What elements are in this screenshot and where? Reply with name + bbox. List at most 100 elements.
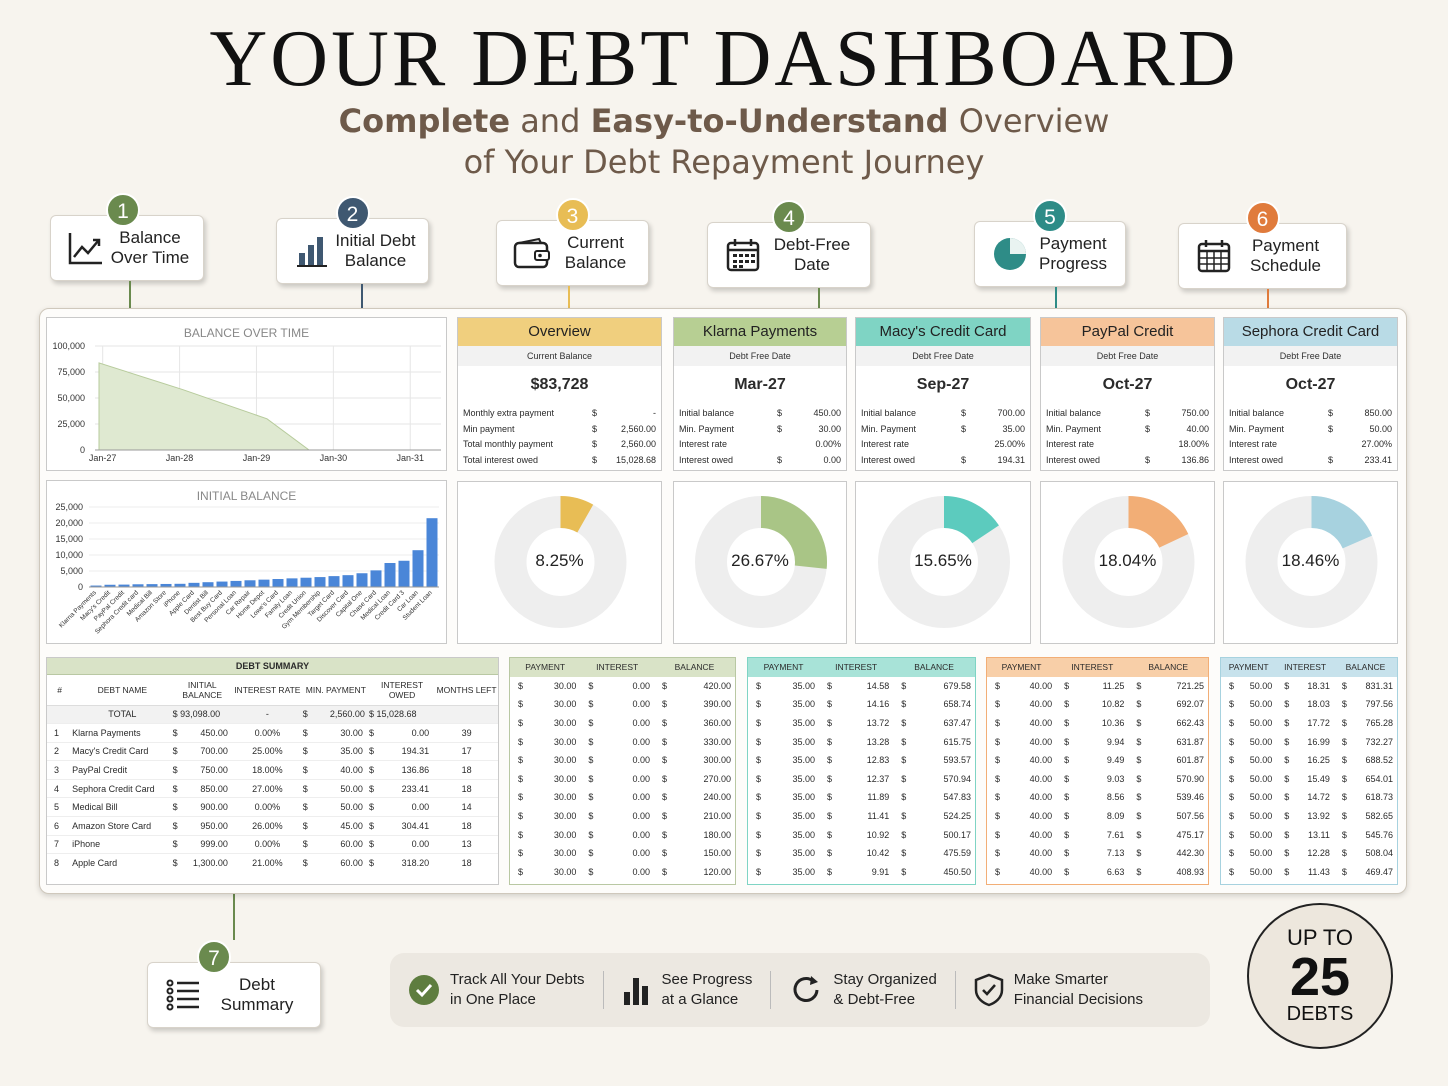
- summary-header-row: # DEBT NAME INITIAL BALANCE INTEREST RATE MI…: [47, 675, 498, 705]
- bar: [216, 581, 228, 587]
- table-row: $50.00 $18.03 $797.56: [1229, 699, 1393, 710]
- debt-card: Sephora Credit Card Debt Free Date Oct-27 I…: [1223, 317, 1398, 471]
- bar: [90, 585, 102, 587]
- bar: [286, 578, 298, 587]
- table-row: $50.00 $18.31 $831.31: [1229, 680, 1393, 691]
- balance-area: [98, 362, 311, 451]
- table-row: $35.00 $13.72 $637.47: [756, 718, 971, 729]
- card-row: Interest rate 27.00%: [1229, 439, 1392, 449]
- card-row: Min. Payment $35.00: [861, 423, 1025, 434]
- card-row: Initial balance $750.00: [1046, 408, 1209, 418]
- y-tick-label: 100,000: [52, 341, 85, 351]
- summary-total-row: TOTAL $ 93,098.00- $2,560.00 $ 15,028.68: [47, 705, 498, 724]
- table-row: $40.00 $10.82 $692.07: [995, 699, 1204, 710]
- table-row: $35.00 $10.42 $475.59: [756, 848, 971, 859]
- bar: [174, 583, 186, 587]
- column-header: PAYMENT: [763, 662, 804, 673]
- table-row: $30.00 $0.00 $150.00: [518, 848, 731, 859]
- progress-percent: 18.04%: [1098, 551, 1157, 570]
- chart-title: BALANCE OVER TIME: [183, 326, 310, 340]
- x-tick-label: Jan-31: [396, 453, 424, 463]
- progress-percent: 18.46%: [1281, 551, 1340, 570]
- payment-progress-donut: 26.67%: [673, 481, 847, 644]
- feature-label: Payment Schedule: [1250, 236, 1321, 275]
- feature-number-5: 5: [1033, 199, 1067, 233]
- table-row: $35.00 $10.92 $500.17: [756, 829, 971, 840]
- bar: [160, 583, 172, 587]
- subtitle-line-2: of Your Debt Repayment Journey: [463, 143, 985, 181]
- card-row: Interest rate 18.00%: [1046, 439, 1209, 449]
- schedule-header-row: PAYMENT INTEREST BALANCE: [748, 658, 975, 677]
- schedule-header-row: PAYMENT INTEREST BALANCE: [987, 658, 1208, 677]
- y-tick-label: 50,000: [57, 393, 85, 403]
- payment-progress-donut: 15.65%: [855, 481, 1031, 644]
- table-row: $40.00 $6.63 $408.93: [995, 866, 1204, 877]
- card-row: Min. Payment $50.00: [1229, 423, 1392, 434]
- bar: [370, 570, 382, 587]
- table-row: 1 Klarna Payments $450.00 0.00% $30.00 $0.00 3…: [47, 723, 498, 743]
- table-row: 5 Medical Bill $900.00 0.00% $50.00 $0.00 14: [47, 797, 498, 817]
- schedule-header-row: PAYMENT INTEREST BALANCE: [510, 658, 735, 677]
- table-row: $30.00 $0.00 $180.00: [518, 829, 731, 840]
- feature-number-2: 2: [335, 196, 370, 230]
- bar: [146, 584, 158, 587]
- bar: [300, 577, 312, 587]
- check-circle-icon: [408, 974, 440, 1006]
- card-row: Initial balance $450.00: [679, 408, 841, 418]
- page-title: YOUR DEBT DASHBOARD: [209, 15, 1239, 103]
- x-tick-label: Jan-29: [243, 453, 271, 463]
- column-header: INTEREST: [596, 662, 639, 673]
- feature-number-3: 3: [555, 198, 590, 232]
- donut-svg: [878, 496, 1010, 628]
- column-header: BALANCE: [674, 662, 715, 673]
- table-row: 6 Amazon Store Card $950.00 26.00% $45.00 $30…: [47, 816, 498, 836]
- card-row: Min payment $2,560.00: [463, 423, 656, 434]
- column-header: INTEREST: [1071, 662, 1114, 673]
- debt-summary-table: DEBT SUMMARY # DEBT NAME INITIAL BALANCE IN…: [46, 657, 499, 885]
- progress-percent: 26.67%: [731, 551, 789, 570]
- card-row: Interest owed $233.41: [1229, 454, 1392, 465]
- bar: [118, 584, 130, 587]
- bar: [342, 575, 354, 587]
- benefit-label: Stay Organized & Debt-Free: [833, 971, 937, 1008]
- column-header: DEBT NAME: [97, 684, 148, 695]
- payment-schedule-table: PAYMENT INTEREST BALANCE $50.00 $18.31 $831.3…: [1220, 657, 1398, 885]
- debt-card: Macy's Credit Card Debt Free Date Sep-27 In…: [855, 317, 1031, 471]
- table-row: $50.00 $13.92 $582.65: [1229, 811, 1393, 822]
- card-header: PayPal Credit: [1041, 318, 1214, 346]
- table-row: $40.00 $7.61 $475.17: [995, 829, 1204, 840]
- bar: [104, 584, 116, 587]
- line-chart-icon: [67, 229, 105, 267]
- card-value: Sep-27: [916, 376, 970, 393]
- column-header: PAYMENT: [1228, 662, 1269, 673]
- card-subtitle: Debt Free Date: [674, 346, 846, 366]
- donut-svg: [695, 496, 827, 628]
- progress-percent: 15.65%: [914, 551, 972, 570]
- donut-progress-arc: [1310, 496, 1373, 550]
- divider: [770, 971, 772, 1009]
- table-row: $50.00 $15.49 $654.01: [1229, 773, 1393, 784]
- feature-label: Initial Debt Balance: [335, 231, 416, 270]
- donut-svg: [494, 496, 627, 628]
- table-row: $50.00 $14.72 $618.73: [1229, 792, 1393, 803]
- table-row: $35.00 $12.83 $593.57: [756, 755, 971, 766]
- card-row: Interest rate 25.00%: [861, 439, 1025, 449]
- y-tick-label: 25,000: [55, 502, 83, 512]
- card-value: Mar-27: [734, 376, 786, 393]
- feature-label: Payment Progress: [1038, 234, 1108, 273]
- refresh-icon: [789, 973, 823, 1007]
- column-header: PAYMENT: [525, 662, 566, 673]
- bar: [412, 550, 424, 587]
- table-row: 7 iPhone $999.00 0.00% $60.00 $0.00 13: [47, 835, 498, 854]
- table-row: $50.00 $13.11 $545.76: [1229, 829, 1393, 840]
- column-header: BALANCE: [1345, 662, 1386, 673]
- table-row: $30.00 $0.00 $120.00: [518, 866, 731, 877]
- table-row: $30.00 $0.00 $390.00: [518, 699, 731, 710]
- table-row: $40.00 $11.25 $721.25: [995, 680, 1204, 691]
- card-row: Min. Payment $30.00: [679, 423, 841, 434]
- bar: [398, 560, 410, 587]
- table-row: $40.00 $9.49 $601.87: [995, 755, 1204, 766]
- bar: [328, 576, 340, 587]
- donut-progress-arc: [760, 496, 827, 569]
